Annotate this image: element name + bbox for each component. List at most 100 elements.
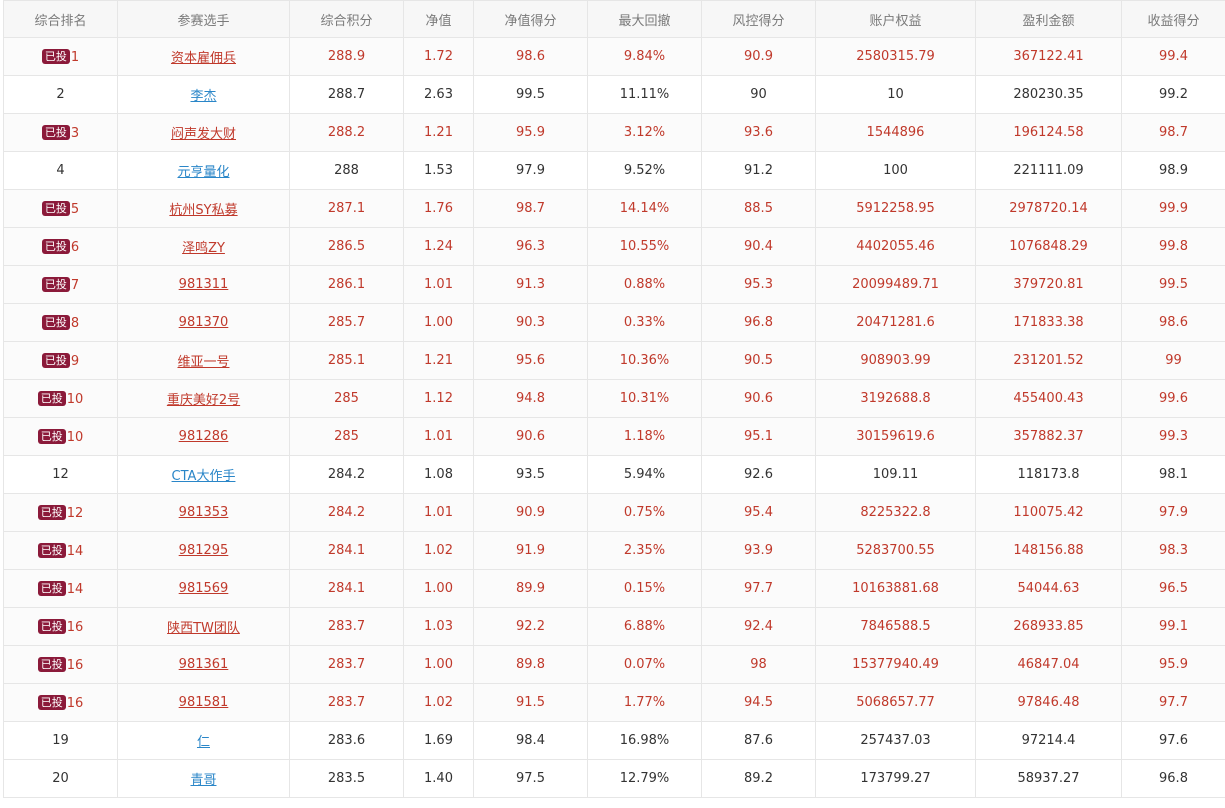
rank-cell: 已投 1 [3,37,118,76]
nav-cell: 1.76 [403,189,474,228]
player-link[interactable]: 981569 [178,581,229,596]
score-cell: 288.2 [289,113,404,152]
risk-score-cell: 93.9 [701,531,816,570]
return-score-cell: 99.9 [1121,189,1225,228]
table-row: 已投 6 泽鸣ZY 286.5 1.24 96.3 10.55% 90.4 440… [3,227,1225,266]
score-cell: 288 [289,151,404,190]
invested-badge: 已投 [37,542,66,558]
equity-cell: 20099489.71 [815,265,976,304]
profit-cell: 97846.48 [975,683,1122,722]
nav-score-cell: 98.6 [473,37,588,76]
return-score-cell: 98.1 [1121,455,1225,494]
invested-badge: 已投 [41,352,70,368]
nav-score-cell: 98.7 [473,189,588,228]
rank-cell: 12 [3,455,118,494]
player-link[interactable]: 闷声发大财 [170,127,236,142]
nav-score-cell: 99.5 [473,75,588,114]
player-link[interactable]: 陕西TW团队 [167,621,240,636]
nav-cell: 1.01 [403,417,474,456]
player-link[interactable]: 杭州SY私募 [169,203,238,218]
profit-cell: 97214.4 [975,721,1122,760]
score-cell: 283.7 [289,645,404,684]
equity-cell: 908903.99 [815,341,976,380]
player-link[interactable]: 981311 [178,277,229,292]
player-cell: 981361 [117,645,290,684]
nav-cell: 1.00 [403,645,474,684]
player-link[interactable]: 青哥 [190,773,217,788]
invested-badge: 已投 [37,580,66,596]
rank-cell: 已投 16 [3,607,118,646]
rank-value: 12 [52,467,69,482]
max-drawdown-cell: 0.88% [587,265,702,304]
player-cell: 仁 [117,721,290,760]
score-cell: 284.2 [289,493,404,532]
player-link[interactable]: 981353 [178,505,229,520]
player-cell: 资本雇佣兵 [117,37,290,76]
nav-cell: 1.01 [403,265,474,304]
rank-cell: 已投 8 [3,303,118,342]
profit-cell: 221111.09 [975,151,1122,190]
invested-badge: 已投 [37,656,66,672]
player-link[interactable]: CTA大作手 [171,469,236,484]
score-cell: 285 [289,379,404,418]
score-cell: 288.7 [289,75,404,114]
header-nav-score: 净值得分 [473,0,588,38]
player-link[interactable]: 维亚一号 [177,355,230,370]
equity-cell: 257437.03 [815,721,976,760]
player-link[interactable]: 仁 [196,735,210,750]
player-link[interactable]: 981581 [178,695,229,710]
player-cell: 重庆美好2号 [117,379,290,418]
table-row: 4 元亨量化 288 1.53 97.9 9.52% 91.2 100 2211… [3,151,1225,190]
player-link[interactable]: 981295 [178,543,229,558]
score-cell: 284.1 [289,569,404,608]
player-link[interactable]: 重庆美好2号 [166,393,241,408]
profit-cell: 171833.38 [975,303,1122,342]
nav-score-cell: 97.9 [473,151,588,190]
player-link[interactable]: 981370 [178,315,229,330]
nav-score-cell: 91.3 [473,265,588,304]
rank-value: 10 [66,429,84,445]
score-cell: 286.5 [289,227,404,266]
nav-cell: 1.21 [403,341,474,380]
risk-score-cell: 90.6 [701,379,816,418]
nav-score-cell: 97.5 [473,759,588,798]
table-row: 2 李杰 288.7 2.63 99.5 11.11% 90 10 280230… [3,75,1225,114]
player-link[interactable]: 981361 [178,657,229,672]
header-rank: 综合排名 [3,0,118,38]
player-link[interactable]: 元亨量化 [177,165,230,180]
player-cell: 981311 [117,265,290,304]
table-row: 已投 10 981286 285 1.01 90.6 1.18% 95.1 301… [3,417,1225,456]
nav-cell: 1.24 [403,227,474,266]
player-cell: 981569 [117,569,290,608]
invested-badge: 已投 [41,276,70,292]
player-link[interactable]: 泽鸣ZY [182,241,225,256]
nav-cell: 1.02 [403,683,474,722]
invested-badge: 已投 [41,238,70,254]
nav-score-cell: 95.6 [473,341,588,380]
nav-cell: 1.40 [403,759,474,798]
equity-cell: 100 [815,151,976,190]
table-row: 已投 14 981569 284.1 1.00 89.9 0.15% 97.7 1… [3,569,1225,608]
rank-value: 1 [70,49,80,65]
max-drawdown-cell: 5.94% [587,455,702,494]
risk-score-cell: 87.6 [701,721,816,760]
player-cell: CTA大作手 [117,455,290,494]
header-max-drawdown: 最大回撤 [587,0,702,38]
profit-cell: 2978720.14 [975,189,1122,228]
header-nav: 净值 [403,0,474,38]
equity-cell: 8225322.8 [815,493,976,532]
player-cell: 闷声发大财 [117,113,290,152]
score-cell: 284.1 [289,531,404,570]
player-link[interactable]: 981286 [178,429,229,444]
table-row: 已投 9 维亚一号 285.1 1.21 95.6 10.36% 90.5 908… [3,341,1225,380]
equity-cell: 3192688.8 [815,379,976,418]
return-score-cell: 99.4 [1121,37,1225,76]
invested-badge: 已投 [37,390,66,406]
player-link[interactable]: 资本雇佣兵 [170,51,236,66]
score-cell: 288.9 [289,37,404,76]
return-score-cell: 98.3 [1121,531,1225,570]
player-link[interactable]: 李杰 [190,89,217,104]
max-drawdown-cell: 1.77% [587,683,702,722]
equity-cell: 10 [815,75,976,114]
invested-badge: 已投 [37,504,66,520]
